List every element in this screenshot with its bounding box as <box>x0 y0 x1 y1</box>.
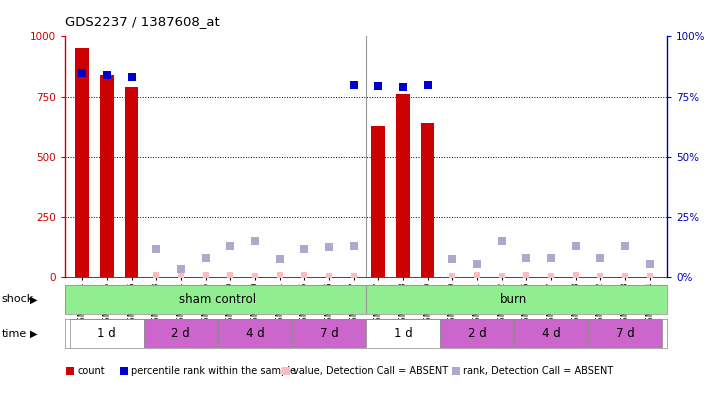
Text: 7 d: 7 d <box>616 327 634 340</box>
Text: GDS2237 / 1387608_at: GDS2237 / 1387608_at <box>65 15 220 28</box>
Text: 2 d: 2 d <box>467 327 486 340</box>
Bar <box>76 49 89 277</box>
Text: percentile rank within the sample: percentile rank within the sample <box>131 366 296 375</box>
Bar <box>70 319 144 348</box>
Bar <box>421 123 434 277</box>
Bar <box>588 319 662 348</box>
Text: rank, Detection Call = ABSENT: rank, Detection Call = ABSENT <box>463 366 613 375</box>
Bar <box>218 319 292 348</box>
Text: 4 d: 4 d <box>246 327 265 340</box>
Bar <box>371 126 385 277</box>
Text: shock: shock <box>1 294 34 304</box>
Bar <box>292 319 366 348</box>
Bar <box>396 94 410 277</box>
Bar <box>144 319 218 348</box>
Text: 1 d: 1 d <box>97 327 116 340</box>
Text: time: time <box>1 329 27 339</box>
Bar <box>100 75 114 277</box>
Bar <box>125 87 138 277</box>
Text: 1 d: 1 d <box>394 327 412 340</box>
Text: ▶: ▶ <box>30 294 37 304</box>
Text: 4 d: 4 d <box>541 327 560 340</box>
Text: 7 d: 7 d <box>319 327 338 340</box>
Bar <box>440 319 514 348</box>
Text: value, Detection Call = ABSENT: value, Detection Call = ABSENT <box>293 366 448 375</box>
Bar <box>514 319 588 348</box>
Text: 2 d: 2 d <box>172 327 190 340</box>
Text: burn: burn <box>500 293 528 306</box>
Bar <box>366 319 440 348</box>
Text: ▶: ▶ <box>30 329 37 339</box>
Text: sham control: sham control <box>180 293 257 306</box>
Text: count: count <box>77 366 105 375</box>
